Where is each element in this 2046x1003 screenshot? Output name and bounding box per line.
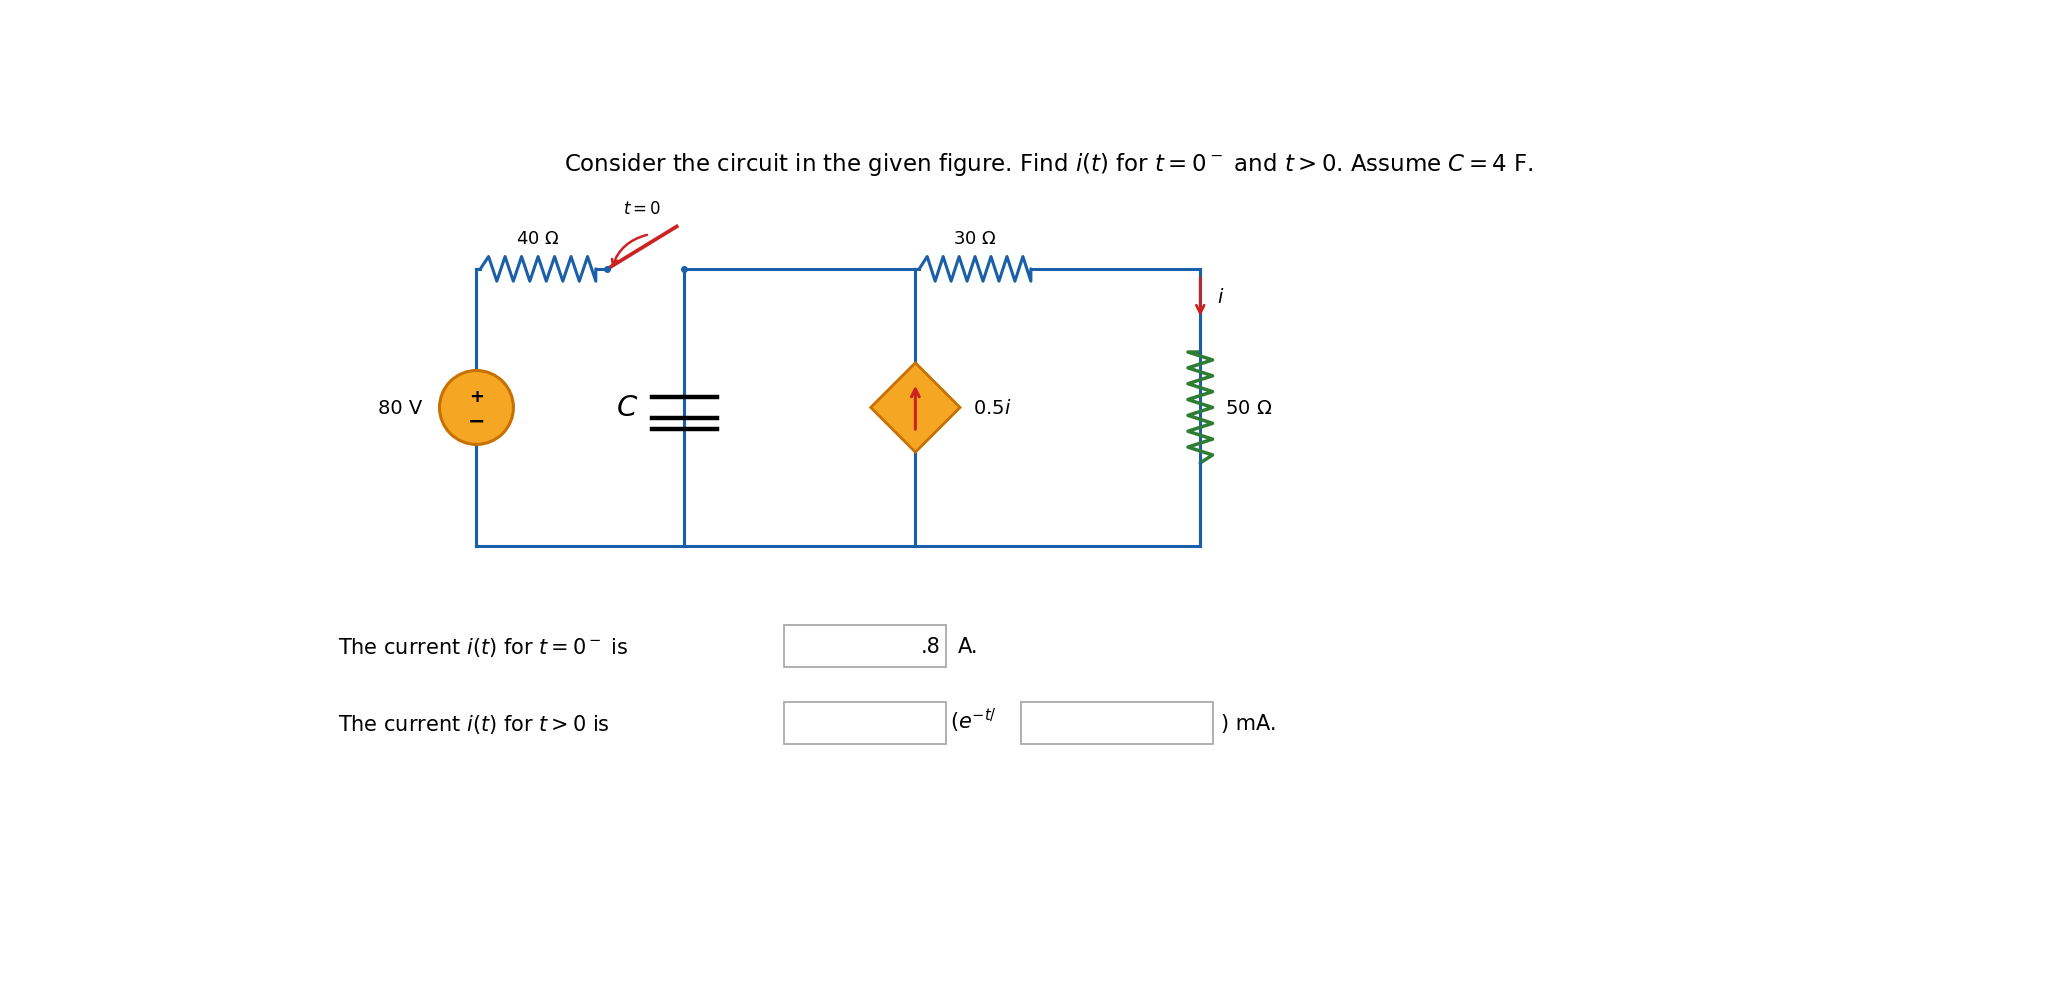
Text: .8: .8 (921, 637, 939, 657)
FancyBboxPatch shape (784, 625, 945, 668)
Text: −: − (469, 411, 485, 431)
Text: 30 $\Omega$: 30 $\Omega$ (953, 230, 996, 248)
Text: $(e^{-t/}$: $(e^{-t/}$ (949, 706, 996, 734)
Text: $0.5i$: $0.5i$ (974, 398, 1011, 417)
Text: 40 $\Omega$: 40 $\Omega$ (516, 230, 561, 248)
Text: ) mA.: ) mA. (1221, 713, 1277, 733)
Text: 50 $\Omega$: 50 $\Omega$ (1226, 398, 1273, 417)
Text: $C$: $C$ (616, 394, 638, 422)
Text: The current $i(t)$ for $t = 0^-$ is: The current $i(t)$ for $t = 0^-$ is (338, 635, 628, 658)
Text: 80 V: 80 V (379, 398, 424, 417)
Text: +: + (469, 387, 485, 405)
FancyBboxPatch shape (784, 702, 945, 744)
Text: A.: A. (958, 637, 978, 657)
Text: Consider the circuit in the given figure. Find $i(t)$ for $t = 0^-$ and $t > 0$.: Consider the circuit in the given figure… (563, 150, 1534, 178)
Text: The current $i(t)$ for $t > 0$ is: The current $i(t)$ for $t > 0$ is (338, 712, 610, 735)
Text: $i$: $i$ (1217, 288, 1226, 307)
FancyBboxPatch shape (1021, 702, 1213, 744)
Text: $t = 0$: $t = 0$ (622, 200, 661, 218)
Circle shape (440, 371, 514, 445)
Polygon shape (872, 363, 960, 452)
